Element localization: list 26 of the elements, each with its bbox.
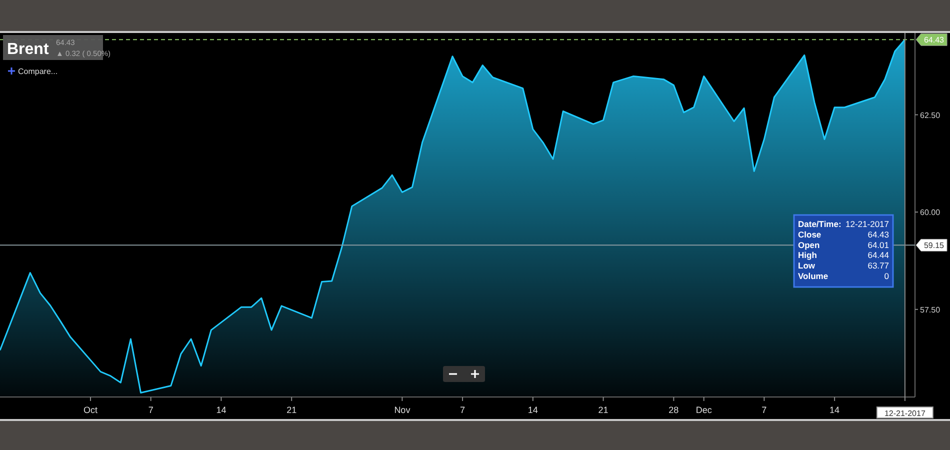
text: Brent: [7, 41, 50, 58]
x-tick-label: 21: [286, 405, 297, 415]
x-tick-label: Nov: [394, 405, 411, 415]
x-tick-label: 28: [668, 405, 679, 415]
text: Low 63.77: [798, 260, 889, 271]
y-tick-label: 60.00: [920, 208, 941, 218]
annotation: Date/Time: 12-21-2017: [798, 219, 890, 229]
x-tick-label: 14: [830, 405, 840, 415]
x-tick-label: 7: [460, 405, 466, 415]
x-tick-label: 7: [148, 405, 154, 415]
x-tick-label: 21: [598, 405, 608, 415]
ref-line-label: 59.15: [924, 241, 945, 250]
ref-line-label: 64.43: [924, 36, 945, 45]
text: Volume 0: [798, 271, 889, 281]
x-tick-label: 7: [762, 405, 767, 415]
y-tick-label: 57.50: [920, 305, 941, 314]
x-tick-label: 14: [216, 405, 226, 415]
x-tick-label: 14: [528, 405, 538, 415]
text: Open 64.01: [798, 240, 889, 250]
annotation: Compare...: [18, 67, 58, 76]
x-tick-label: Dec: [696, 405, 712, 415]
text: Close 64.43: [798, 229, 889, 240]
y-tick-label: 62.50: [920, 110, 941, 120]
text: High 64.44: [798, 250, 889, 260]
ref-line-label: 12-21-2017: [884, 409, 926, 418]
x-tick-label: Oct: [83, 405, 98, 415]
